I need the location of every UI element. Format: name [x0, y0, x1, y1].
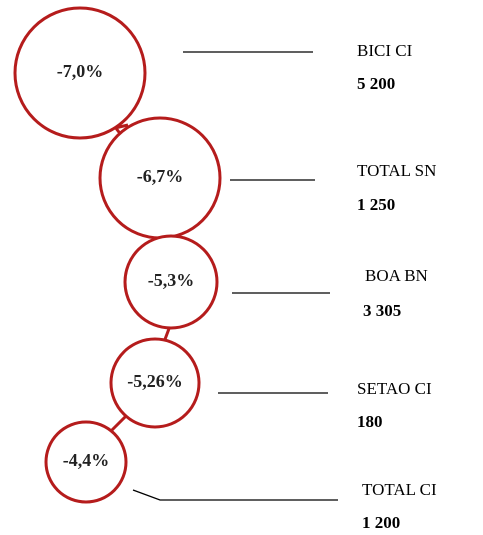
bubble	[123, 234, 219, 330]
percent-label: -4,4%	[63, 450, 110, 470]
percent-label: -5,3%	[148, 270, 195, 290]
bubbles	[13, 6, 222, 504]
company-name: TOTAL CI	[362, 480, 437, 499]
percent-label: -6,7%	[137, 166, 184, 186]
company-value: 3 305	[363, 301, 401, 320]
company-value: 180	[357, 412, 383, 431]
company-name: BOA BN	[365, 266, 428, 285]
bubble	[109, 337, 201, 429]
bubble	[44, 420, 128, 504]
company-name: TOTAL SN	[357, 161, 436, 180]
company-value: 1 250	[357, 195, 395, 214]
leaders	[132, 51, 338, 501]
percent-label: -5,26%	[127, 371, 183, 391]
bubble	[13, 6, 147, 140]
company-value: 5 200	[357, 74, 395, 93]
company-name: SETAO CI	[357, 379, 432, 398]
company-value: 1 200	[362, 513, 400, 532]
leader-line	[132, 489, 338, 501]
company-name: BICI CI	[357, 41, 413, 60]
percent-label: -7,0%	[57, 61, 104, 81]
